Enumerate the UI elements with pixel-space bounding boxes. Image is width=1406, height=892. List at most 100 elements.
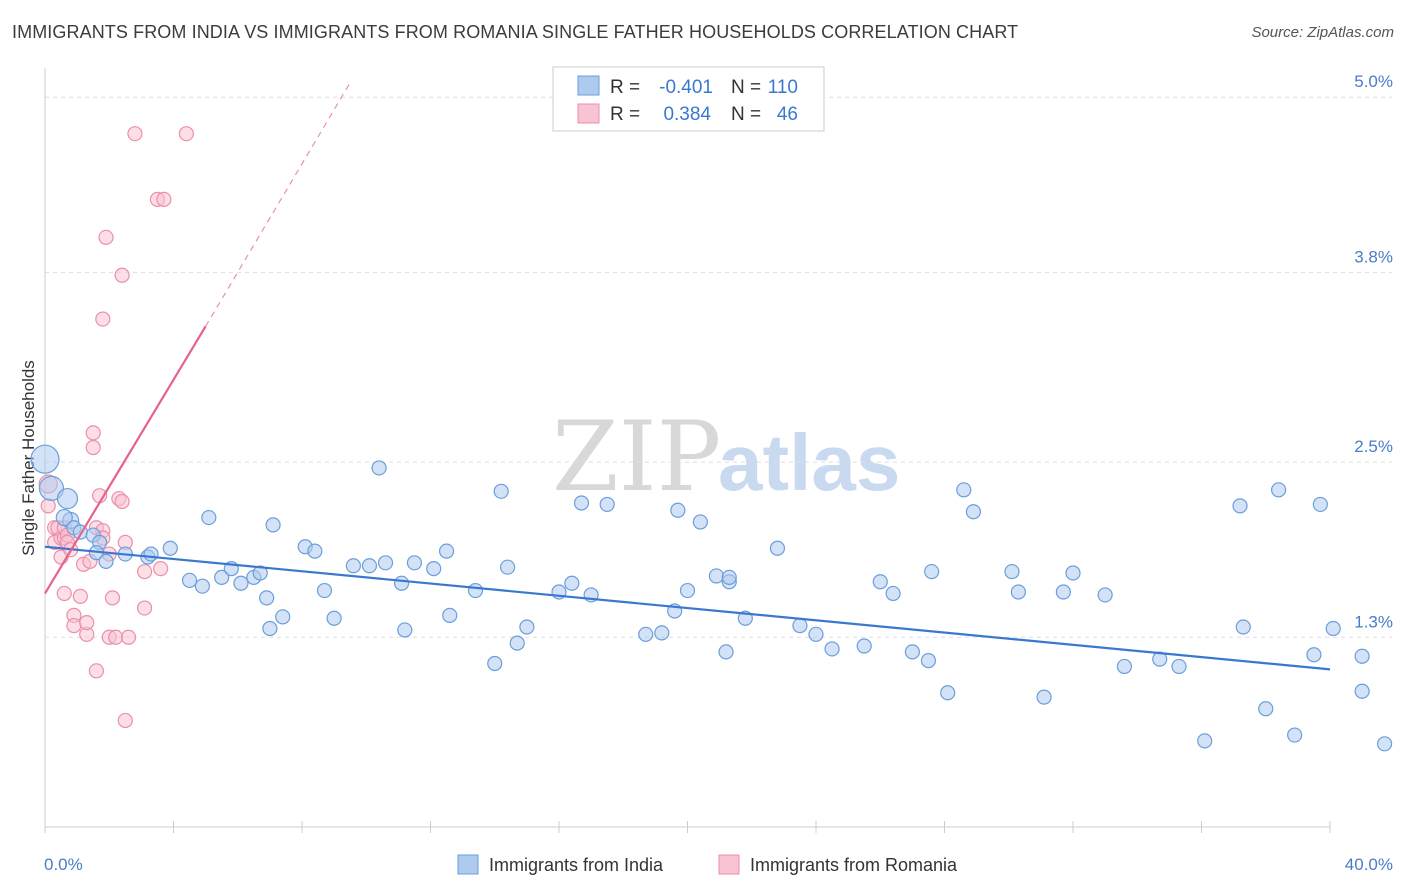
romania-point [98,229,114,245]
india-point [856,638,872,654]
y-tick-labels: 1.3% 2.5% 3.8% 5.0% [1354,72,1393,631]
india-point [181,572,198,588]
stats-legend: R = -0.401 N = 110 R = 0.384 N = 46 [552,66,825,132]
romania-points [38,126,194,729]
india-point [393,575,410,591]
romania-point [56,585,72,602]
india-point [345,558,361,574]
bottom-legend-label-romania: Immigrants from Romania [750,855,958,875]
india-point [1235,619,1251,635]
india-point [670,502,686,518]
india-point [509,635,525,651]
india-point [275,609,291,625]
india-point [920,653,937,669]
india-point [493,483,509,499]
india-points [30,444,1393,752]
legend-n-label-india: N = [731,77,761,98]
india-point [1325,620,1341,637]
romania-point [136,600,153,616]
india-point [1258,701,1274,717]
gridlines [45,96,1392,638]
india-point [1270,482,1287,498]
india-point [1306,647,1322,663]
india-point [326,610,342,626]
india-point [307,543,323,559]
romania-point [88,663,105,679]
romania-point [120,629,137,645]
india-point [824,641,840,657]
india-point [1354,648,1370,664]
romania-point [79,615,95,631]
india-point [721,569,737,586]
india-point [679,582,696,599]
legend-r-value-india: -0.401 [659,77,713,98]
india-point [965,504,982,520]
india-point [1171,658,1187,675]
india-point [519,619,535,635]
india-point [792,617,808,634]
india-point [1116,658,1133,675]
legend-n-value-romania: 46 [777,104,798,125]
india-point [162,540,178,556]
india-point [1377,736,1393,752]
legend-n-label-romania: N = [731,104,761,125]
romania-point [66,617,82,634]
india-point [1036,689,1052,705]
romania-trend-line [44,325,207,595]
romania-point [85,425,101,441]
romania-point [114,267,130,283]
india-point [98,553,114,569]
india-point [904,644,920,660]
x-axis-ticks [44,821,1331,833]
india-point [1232,498,1248,514]
bottom-legend-swatch-romania [718,854,740,875]
india-point [638,626,654,642]
india-point [1010,584,1026,600]
romania-point [108,629,124,645]
india-point [233,575,249,591]
india-point [361,558,378,574]
romania-point [72,588,88,604]
india-point [467,582,484,599]
india-point [438,543,455,559]
legend-swatch-romania [577,103,600,124]
india-point [265,517,281,533]
india-point [956,482,972,498]
chart-title: IMMIGRANTS FROM INDIA VS IMMIGRANTS FROM… [12,22,1019,42]
india-point [214,569,230,586]
watermark: ZIP atlas [552,401,900,513]
india-point [143,546,159,562]
romania-point [40,498,56,514]
romania-point [153,561,169,577]
romania-point [117,712,133,729]
legend-r-label-romania: R = [610,104,640,125]
y-tick-label: 5.0% [1354,72,1393,91]
legend-r-label-india: R = [610,77,640,98]
india-point [599,496,615,513]
india-point [564,575,580,591]
romania-trend-extension [205,82,351,327]
x-tick-label-min: 0.0% [44,855,83,874]
watermark-zip: ZIP [552,401,721,513]
series-legend: Immigrants from India Immigrants from Ro… [457,854,958,875]
india-point [1287,727,1303,743]
india-point [259,590,275,606]
bottom-legend-label-india: Immigrants from India [489,855,664,875]
legend-r-value-romania: 0.384 [663,104,711,125]
india-point [654,625,670,641]
india-point [194,578,211,594]
source-credit: Source: ZipAtlas.com [1251,24,1394,41]
romania-point [127,126,143,142]
romania-point [85,439,101,456]
romania-point [178,126,194,142]
india-point [442,607,458,623]
india-point [1197,733,1213,749]
india-point [1312,496,1328,513]
india-point [30,444,60,474]
india-point [262,620,278,637]
india-point [56,487,79,510]
romania-point [104,590,121,606]
romania-point [156,191,172,207]
india-point [808,626,824,642]
